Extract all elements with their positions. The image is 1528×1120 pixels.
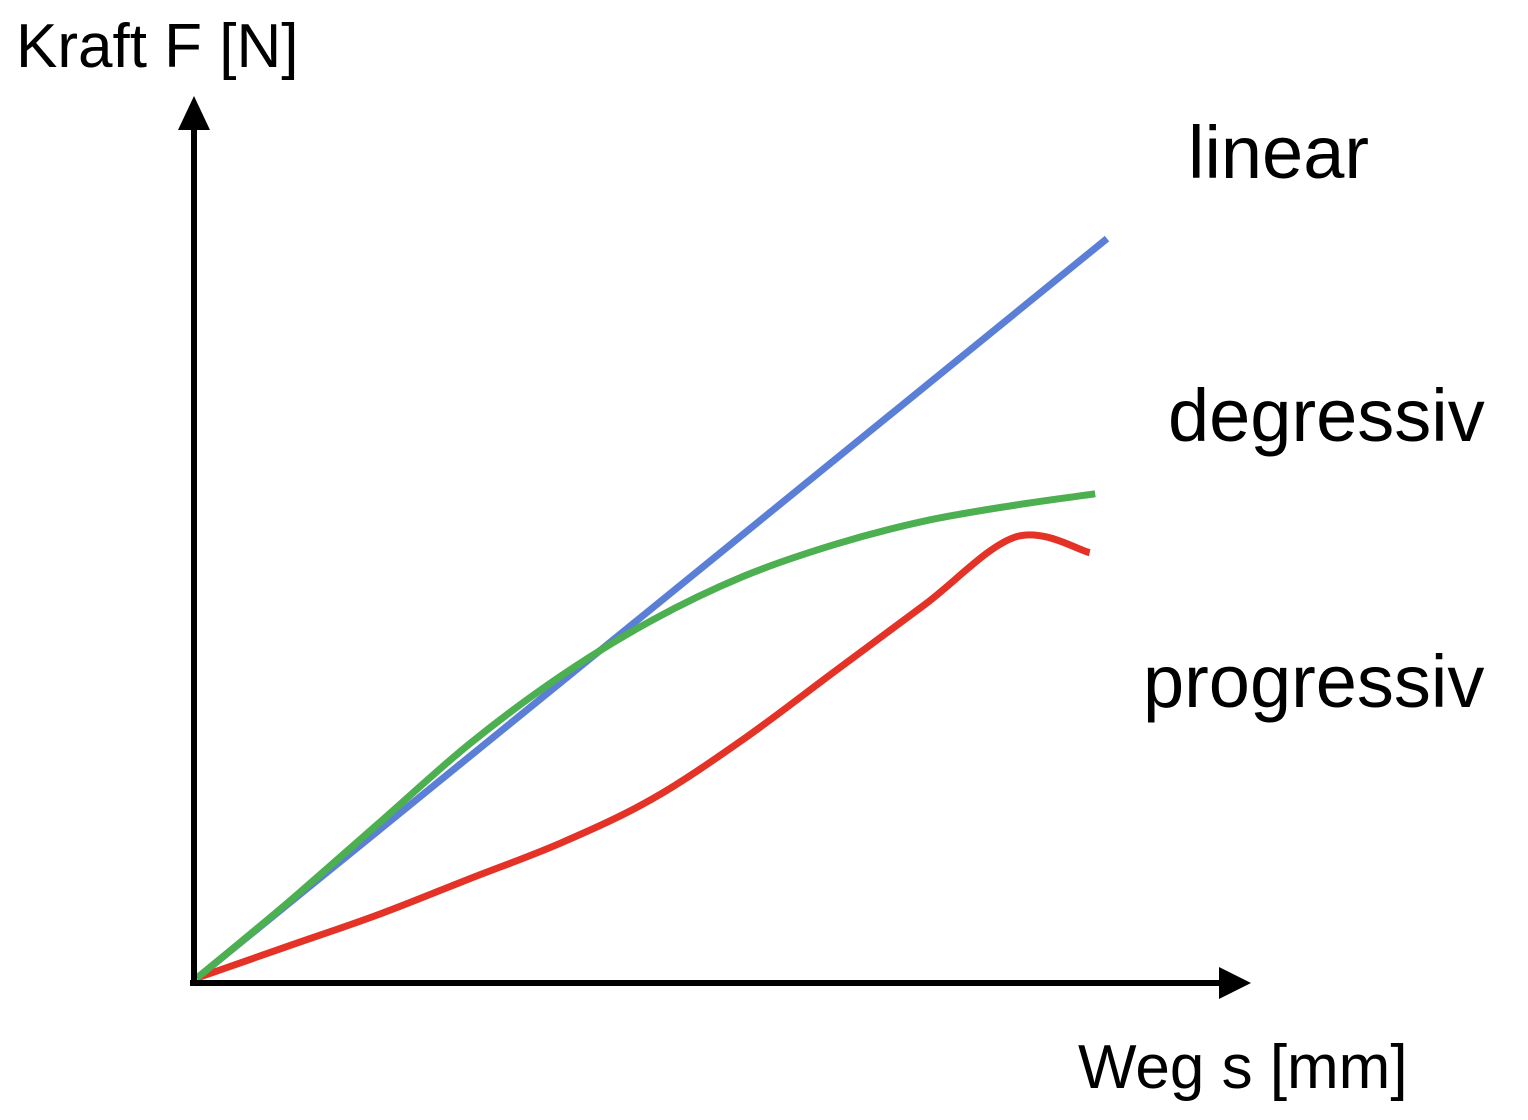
series-line-linear bbox=[194, 235, 1110, 981]
series-line-progressiv bbox=[195, 531, 1091, 982]
series-label-linear: linear bbox=[1188, 111, 1369, 194]
axes bbox=[178, 96, 1251, 999]
y-axis-label: Kraft F [N] bbox=[16, 12, 298, 81]
series-layer bbox=[194, 235, 1110, 982]
series-line-degressiv bbox=[194, 490, 1096, 981]
x-axis-arrow-icon bbox=[1219, 967, 1251, 999]
y-axis-arrow-icon bbox=[178, 96, 210, 130]
series-label-degressiv: degressiv bbox=[1168, 374, 1485, 457]
x-axis-label: Weg s [mm] bbox=[1078, 1033, 1408, 1102]
series-label-progressiv: progressiv bbox=[1143, 640, 1484, 723]
